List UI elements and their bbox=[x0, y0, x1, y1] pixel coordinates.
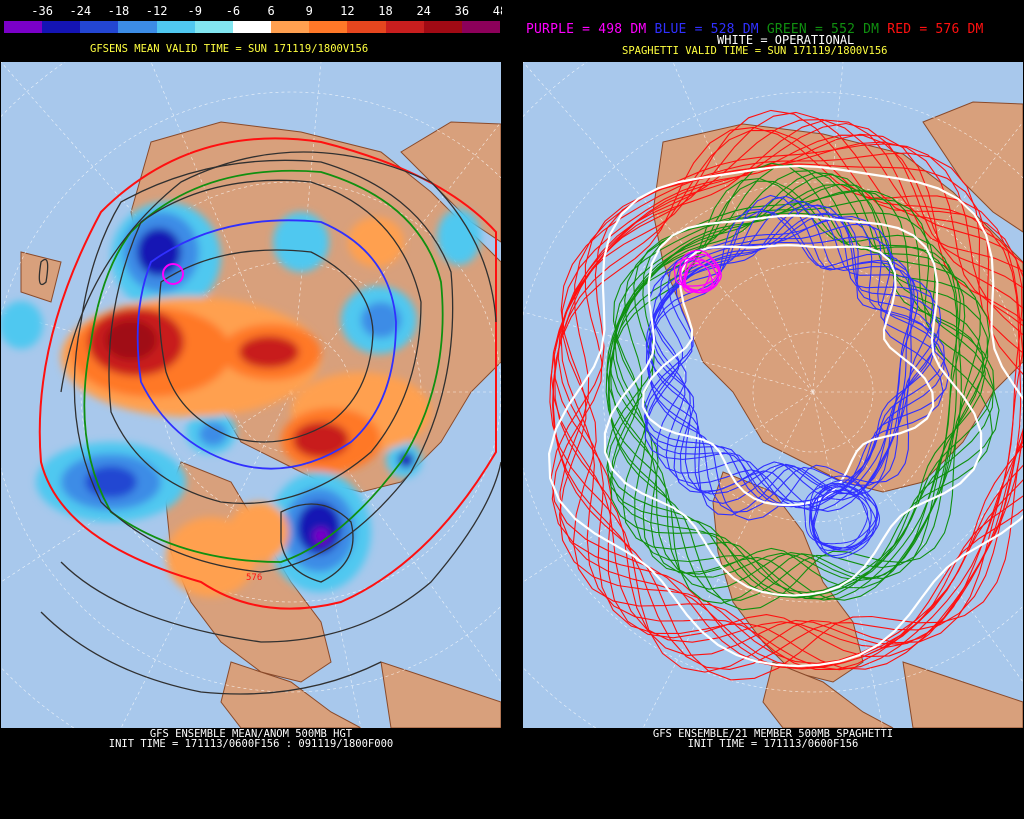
spaghetti-init-time: INIT TIME = 171113/0600F156 bbox=[687, 738, 859, 750]
colorbar-tick-label: -24 bbox=[69, 4, 92, 18]
spaghetti-panel: PURPLE = 498 DM BLUE = 528 DM GREEN = 55… bbox=[522, 0, 1024, 819]
blue-528-contour bbox=[652, 213, 936, 509]
blue-528-contour bbox=[812, 479, 881, 549]
mean-init-time: INIT TIME = 171113/0600F156 : 091119/180… bbox=[108, 738, 394, 750]
anomaly-colorbar bbox=[4, 21, 501, 33]
blue-528-contour bbox=[808, 475, 879, 549]
red-576-contour bbox=[552, 126, 1023, 681]
red-576-contour bbox=[561, 133, 1023, 671]
mean-valid-time-title: GFSENS MEAN VALID TIME = SUN 171119/1800… bbox=[90, 43, 369, 55]
contour-label-576: 576 bbox=[246, 573, 262, 583]
colorbar-tick-label: -36 bbox=[31, 4, 53, 18]
spaghetti-valid-time-title: SPAGHETTI VALID TIME = SUN 171119/1800V1… bbox=[622, 45, 888, 57]
blue-528-contour bbox=[648, 208, 913, 521]
spaghetti-map bbox=[523, 62, 1023, 728]
colorbar-tick-label: 12 bbox=[340, 4, 355, 18]
green-552-contour bbox=[610, 189, 995, 594]
colorbar-swatch bbox=[385, 21, 424, 33]
green-552-contour bbox=[608, 177, 962, 611]
blue-528-contour bbox=[803, 482, 878, 545]
mean-bottom-title: GFS ENSEMBLE MEAN/ANOM 500MB HGT bbox=[149, 728, 353, 740]
colorbar-swatch bbox=[4, 21, 43, 33]
colorbar-swatch bbox=[80, 21, 119, 33]
colorbar-swatch bbox=[232, 21, 272, 33]
colorbar-tick-label: 48 bbox=[492, 4, 502, 18]
red-576-contour bbox=[554, 111, 1023, 656]
legend-red: RED = 576 DM bbox=[887, 22, 984, 37]
colorbar-tick-label: 36 bbox=[454, 4, 470, 18]
panel-divider bbox=[502, 0, 522, 819]
colorbar-tick-label: 9 bbox=[305, 4, 313, 18]
blue-528-contour bbox=[646, 215, 945, 507]
spaghetti-bottom-title: GFS ENSEMBLE/21 MEMBER 500MB SPAGHETTI bbox=[652, 728, 894, 740]
red-576-contour bbox=[549, 109, 1023, 673]
colorbar-swatch bbox=[423, 21, 462, 33]
ensemble-mean-panel: -36 -24 -18 -12 -9 -6 6 9 12 18 24 36 48 GFSENS MEAN… bbox=[0, 0, 502, 819]
spaghetti-contours bbox=[547, 109, 1023, 681]
colorbar-swatch bbox=[309, 21, 348, 33]
colorbar-tick-labels: -36 -24 -18 -12 -9 -6 6 9 12 18 24 36 48 bbox=[0, 4, 502, 18]
colorbar-swatch bbox=[461, 21, 501, 33]
colorbar-tick-label: 18 bbox=[378, 4, 393, 18]
green-552-contour bbox=[609, 172, 991, 589]
colorbar-swatch bbox=[42, 21, 81, 33]
colorbar-swatch bbox=[156, 21, 195, 33]
legend-blue: BLUE = 528 DM bbox=[654, 22, 759, 37]
white-operational-contour bbox=[603, 214, 983, 597]
blue-528-contour bbox=[648, 204, 942, 501]
green-552-contour bbox=[611, 190, 994, 597]
colorbar-swatch bbox=[347, 21, 386, 33]
legend-green: GREEN = 552 DM bbox=[766, 22, 880, 37]
purple-498-contour bbox=[683, 253, 722, 292]
green-552-contour bbox=[607, 180, 958, 601]
purple-498-contour bbox=[680, 258, 711, 293]
colorbar-tick-label: -18 bbox=[107, 4, 130, 18]
green-552-contour bbox=[614, 183, 986, 600]
ensemble-mean-map: 576 bbox=[1, 62, 501, 728]
colorbar-tick-label: 24 bbox=[416, 4, 431, 18]
blue-528-contour bbox=[644, 217, 946, 503]
colorbar-tick-label: 6 bbox=[267, 4, 275, 18]
colorbar-tick-label: -9 bbox=[187, 4, 202, 18]
height-contours bbox=[38, 137, 501, 695]
colorbar-swatch bbox=[271, 21, 310, 33]
red-576-contour bbox=[558, 141, 1023, 664]
legend-purple: PURPLE = 498 DM bbox=[526, 22, 647, 37]
anomaly-shading bbox=[1, 202, 481, 597]
red-576-contour bbox=[553, 119, 1023, 658]
white-operational-contour bbox=[641, 243, 935, 507]
colorbar-swatch bbox=[118, 21, 157, 33]
blue-528-contour bbox=[810, 483, 878, 559]
red-576-contour bbox=[557, 122, 1023, 670]
blue-528-contour bbox=[809, 486, 872, 557]
white-operational-contour bbox=[547, 164, 1023, 668]
legend-white: WHITE = OPERATIONAL bbox=[717, 33, 855, 47]
colorbar-swatch bbox=[194, 21, 233, 33]
spaghetti-legend: PURPLE = 498 DM BLUE = 528 DM GREEN = 55… bbox=[526, 22, 984, 37]
colorbar-tick-label: -12 bbox=[145, 4, 168, 18]
colorbar-tick-label: -6 bbox=[225, 4, 241, 18]
purple-498-contour bbox=[679, 249, 721, 292]
green-552-contour bbox=[605, 162, 961, 604]
